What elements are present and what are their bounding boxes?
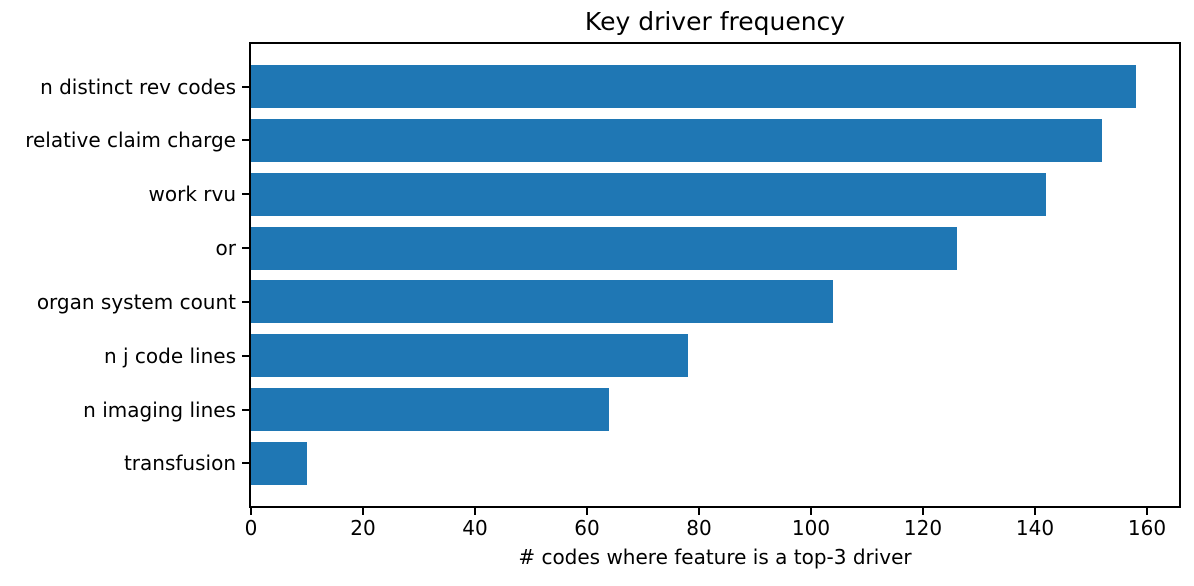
- bar: [251, 227, 957, 270]
- x-tick-label: 0: [244, 516, 258, 540]
- x-tick-mark: [250, 508, 252, 515]
- x-tick-label: 20: [350, 516, 376, 540]
- bar: [251, 334, 688, 377]
- y-tick-mark: [242, 462, 249, 464]
- x-tick-label: 80: [686, 516, 712, 540]
- y-tick-label: relative claim charge: [25, 128, 236, 152]
- x-tick-mark: [474, 508, 476, 515]
- plot-area: [249, 42, 1181, 508]
- x-tick-label: 140: [1015, 516, 1055, 540]
- y-tick-label: or: [215, 236, 236, 260]
- x-tick-label: 160: [1127, 516, 1167, 540]
- y-tick-mark: [242, 86, 249, 88]
- x-tick-label: 40: [462, 516, 488, 540]
- x-tick-label: 100: [791, 516, 831, 540]
- x-tick-mark: [1146, 508, 1148, 515]
- y-tick-mark: [242, 139, 249, 141]
- y-tick-label: organ system count: [36, 290, 236, 314]
- bar: [251, 173, 1046, 216]
- x-tick-label: 60: [574, 516, 600, 540]
- y-tick-label: transfusion: [123, 451, 236, 475]
- x-tick-mark: [810, 508, 812, 515]
- x-tick-mark: [922, 508, 924, 515]
- y-tick-label: n j code lines: [103, 344, 236, 368]
- x-tick-label: 120: [903, 516, 943, 540]
- bar: [251, 119, 1102, 162]
- x-tick-mark: [586, 508, 588, 515]
- y-tick-mark: [242, 301, 249, 303]
- y-tick-mark: [242, 193, 249, 195]
- bar: [251, 388, 609, 431]
- y-tick-label: work rvu: [148, 182, 237, 206]
- y-tick-mark: [242, 409, 249, 411]
- y-tick-mark: [242, 355, 249, 357]
- bar: [251, 442, 307, 485]
- y-tick-mark: [242, 247, 249, 249]
- bar: [251, 65, 1136, 108]
- chart-title: Key driver frequency: [584, 7, 846, 36]
- x-axis-label: # codes where feature is a top-3 driver: [518, 545, 912, 569]
- y-tick-label: n imaging lines: [83, 398, 236, 422]
- x-tick-mark: [1034, 508, 1036, 515]
- x-tick-mark: [698, 508, 700, 515]
- y-tick-label: n distinct rev codes: [40, 75, 236, 99]
- x-tick-mark: [362, 508, 364, 515]
- bar: [251, 280, 833, 323]
